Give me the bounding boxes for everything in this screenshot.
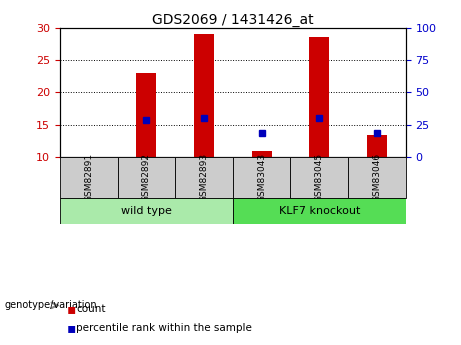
Text: GSM82893: GSM82893 xyxy=(200,153,208,202)
Bar xyxy=(233,157,290,198)
Bar xyxy=(60,157,118,198)
Text: genotype/variation: genotype/variation xyxy=(5,300,97,310)
Text: GSM83046: GSM83046 xyxy=(372,153,381,202)
Bar xyxy=(348,157,406,198)
Text: count: count xyxy=(76,304,106,314)
Text: percentile rank within the sample: percentile rank within the sample xyxy=(76,323,252,333)
Bar xyxy=(175,157,233,198)
Text: GSM83045: GSM83045 xyxy=(315,153,324,202)
Bar xyxy=(60,198,233,224)
Text: GSM82892: GSM82892 xyxy=(142,153,151,202)
Text: wild type: wild type xyxy=(121,206,172,216)
Text: KLF7 knockout: KLF7 knockout xyxy=(278,206,360,216)
Text: ▪: ▪ xyxy=(67,321,76,335)
Bar xyxy=(290,157,348,198)
Bar xyxy=(233,198,406,224)
Text: ▪: ▪ xyxy=(67,302,76,316)
Text: GSM82891: GSM82891 xyxy=(84,153,93,202)
Bar xyxy=(118,157,175,198)
Text: GSM83043: GSM83043 xyxy=(257,153,266,202)
Bar xyxy=(367,135,387,157)
Bar xyxy=(252,151,272,157)
Bar xyxy=(309,37,329,157)
Title: GDS2069 / 1431426_at: GDS2069 / 1431426_at xyxy=(152,12,313,27)
Bar xyxy=(194,34,214,157)
Bar xyxy=(136,73,156,157)
